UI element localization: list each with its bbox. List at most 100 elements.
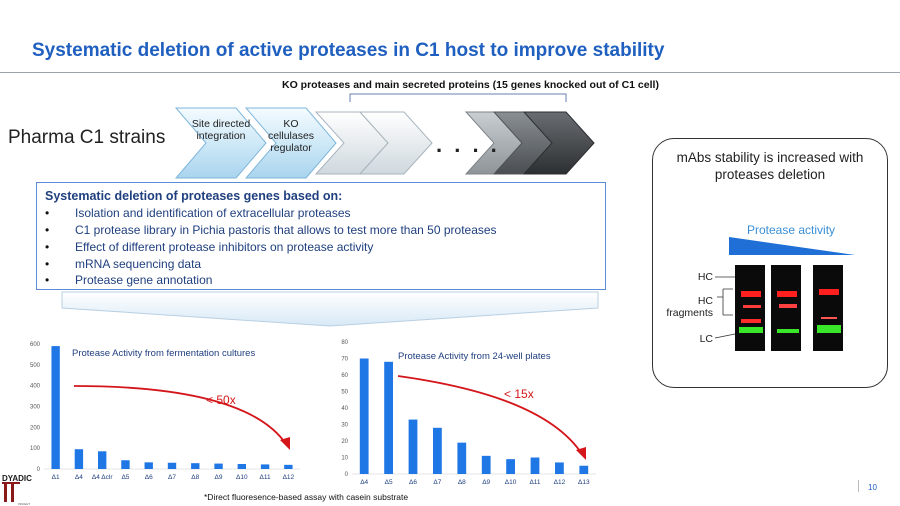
criteria-item: • mRNA sequencing data (45, 257, 202, 271)
bar (121, 460, 130, 469)
x-tick-label: Δ8 (191, 474, 199, 481)
x-tick-label: Δ10 (236, 474, 248, 481)
bar (579, 465, 589, 474)
lc-label: LC (699, 333, 713, 345)
x-tick-label: Δ12 (283, 474, 295, 481)
chart-title: Protease Activity from 24-well plates (398, 351, 551, 362)
x-tick-label: Δ9 (215, 474, 223, 481)
deletion-criteria-box: Systematic deletion of proteases genes b… (36, 182, 606, 290)
y-tick-label: 40 (341, 406, 348, 412)
bar (457, 442, 467, 474)
y-tick-label: 100 (30, 446, 41, 452)
mab-stability-panel: mAbs stability is increased with proteas… (652, 138, 888, 388)
chevron-label-site-directed: Site directed integration (191, 118, 251, 142)
trend-arrowhead (576, 447, 586, 460)
fold-reduction-label: < 50x (206, 393, 236, 407)
bar (433, 427, 442, 474)
strain-label: Pharma C1 strains (8, 127, 166, 148)
chevron-pipeline (174, 107, 595, 179)
bar (191, 463, 200, 469)
x-tick-label: Δ12 (554, 479, 566, 486)
bar (144, 462, 153, 469)
bar (284, 464, 293, 469)
y-tick-label: 80 (341, 340, 348, 346)
x-tick-label: Δ8 (458, 479, 466, 486)
svg-text:INSIGHT: INSIGHT (18, 502, 30, 506)
panel-title: mAbs stability is increased with proteas… (676, 150, 864, 182)
y-tick-label: 30 (341, 423, 348, 429)
bar (214, 463, 223, 469)
criteria-item: • Protease gene annotation (45, 273, 213, 287)
x-tick-label: Δ7 (168, 474, 176, 481)
criteria-item: • Isolation and identification of extrace… (45, 206, 351, 220)
x-tick-label: Δ4 Δclr (92, 474, 113, 481)
x-tick-label: Δ9 (482, 479, 490, 486)
x-tick-label: Δ10 (505, 479, 517, 486)
criteria-item: • C1 protease library in Pichia pastoris … (45, 223, 497, 237)
protease-activity-label: Protease activity (747, 223, 836, 237)
ko-proteases-label: KO proteases and main secreted proteins … (282, 79, 659, 91)
y-tick-label: 600 (30, 342, 41, 348)
bar (260, 464, 270, 469)
criteria-item: • Effect of different protease inhibitors… (45, 240, 374, 254)
gradient-wedge (729, 237, 855, 255)
chevron-site-directed (174, 107, 267, 179)
bar (237, 464, 247, 469)
slide-title: Systematic deletion of active proteases … (32, 40, 665, 61)
down-arrow (61, 291, 599, 327)
title-divider (0, 72, 900, 73)
chevron-label-ko-cellulases: KO cellulases regulator (267, 118, 315, 154)
y-tick-label: 500 (30, 363, 41, 369)
chevron-ko-cellulases (244, 107, 337, 179)
x-tick-label: Δ11 (260, 474, 271, 481)
trend-arrow (73, 385, 287, 445)
bar (408, 419, 418, 474)
hc-label: HC (697, 271, 713, 283)
footnote: *Direct fluoresence-based assay with cas… (204, 492, 409, 502)
bar (530, 457, 540, 474)
x-tick-label: Δ5 (121, 474, 129, 481)
y-tick-label: 10 (341, 456, 348, 462)
x-tick-label: Δ5 (385, 479, 393, 486)
x-tick-label: Δ7 (433, 479, 441, 486)
chevron-step-7 (522, 111, 595, 175)
deletion-criteria-title: Systematic deletion of proteases genes b… (45, 189, 343, 203)
fermentation-chart: 0 100 200 300 400 500 600 Δ1 Δ4 Δ4 Δclr Δ5 Δ6 Δ7 Δ8 Δ9… (30, 342, 300, 481)
trend-arrowhead (280, 437, 290, 450)
bar (51, 346, 60, 469)
y-tick-label: 70 (341, 357, 348, 363)
y-tick-label: 400 (30, 384, 41, 390)
ellipsis: . . . . (436, 132, 500, 157)
y-tick-label: 300 (30, 405, 41, 411)
y-tick-label: 0 (345, 472, 349, 478)
x-tick-label: Δ4 (360, 479, 368, 486)
x-tick-label: Δ6 (145, 474, 153, 481)
y-tick-label: 20 (341, 439, 348, 445)
trend-arrow (397, 375, 583, 455)
x-tick-label: Δ1 (52, 474, 60, 481)
protease-gradient-wedge (729, 237, 855, 255)
bar (506, 459, 515, 474)
x-tick-label: Δ4 (75, 474, 83, 481)
y-tick-label: 200 (30, 425, 41, 431)
chart-title: Protease Activity from fermentation cult… (72, 348, 255, 359)
x-tick-label: Δ6 (409, 479, 417, 486)
24-well-chart: 0 10 20 30 40 50 60 70 80 Δ4 Δ5 Δ6 Δ7 Δ8 Δ9 Δ10 Δ11 Δ12 Δ1… (341, 340, 596, 486)
y-tick-label: 0 (37, 467, 41, 473)
chevron-step-4 (358, 111, 433, 175)
bar (167, 462, 177, 469)
bar (555, 462, 564, 474)
x-tick-label: Δ11 (529, 479, 540, 486)
bar (384, 361, 393, 474)
page-number: 10 (868, 483, 877, 492)
ko-bracket (349, 93, 567, 102)
x-tick-label: Δ13 (578, 479, 590, 486)
hc-fragments-label: HC fragments (666, 295, 713, 319)
svg-text:DYADIC: DYADIC (2, 474, 32, 483)
page-separator (858, 480, 859, 492)
bar (97, 451, 107, 469)
gel-image (714, 265, 843, 351)
bar (359, 358, 369, 474)
fold-reduction-label: < 15x (504, 387, 534, 401)
bar (74, 449, 84, 469)
